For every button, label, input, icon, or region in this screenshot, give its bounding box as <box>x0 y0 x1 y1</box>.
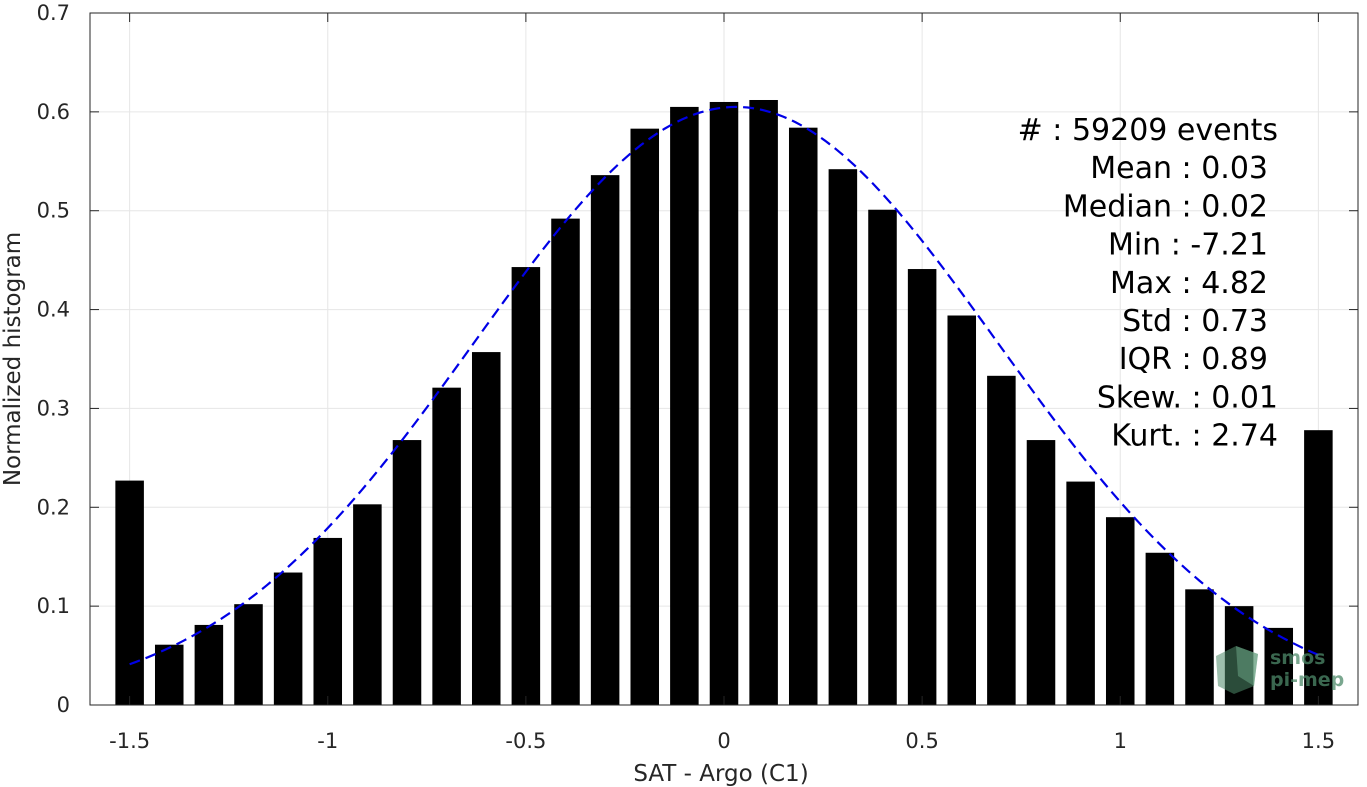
smos-pimep-logo: smos pi-mep <box>1216 646 1344 694</box>
y-tick-label-1: 0.1 <box>37 594 70 618</box>
x-axis-label: SAT - Argo (C1) <box>633 761 808 787</box>
stat-line-3: Min : -7.21 <box>1108 228 1268 263</box>
histogram-bar-21 <box>947 315 977 705</box>
logo-text-bottom: pi-mep <box>1270 669 1344 691</box>
y-tick-label-7: 0.7 <box>37 1 70 25</box>
histogram-bar-23 <box>1026 440 1056 705</box>
histogram-bar-27 <box>1185 589 1214 705</box>
y-tick-labels: 0 0.1 0.2 0.3 0.4 0.5 0.6 0.7 <box>37 1 70 717</box>
y-tick-label-0: 0 <box>57 693 70 717</box>
histogram-bar-5 <box>313 537 343 705</box>
stat-line-2: Median : 0.02 <box>1063 189 1268 224</box>
stat-line-4: Max : 4.82 <box>1110 266 1268 301</box>
histogram-bar-18 <box>828 169 858 706</box>
histogram-bar-25 <box>1105 517 1135 705</box>
histogram-bar-2 <box>194 624 224 705</box>
stat-line-5: Std : 0.73 <box>1122 304 1268 339</box>
y-tick-label-3: 0.3 <box>37 396 70 420</box>
histogram-bar-11 <box>551 218 580 705</box>
axis-ticks <box>90 12 1358 706</box>
stat-line-0: # : 59209 events <box>1018 113 1278 148</box>
stat-line-8: Kurt. : 2.74 <box>1111 419 1278 454</box>
y-tick-label-5: 0.5 <box>37 199 70 223</box>
histogram-bar-7 <box>392 440 422 705</box>
histogram-bar-17 <box>788 127 818 705</box>
histogram-bars <box>115 99 1333 706</box>
histogram-bar-29 <box>1264 627 1294 705</box>
logo-text-top: smos <box>1270 647 1325 669</box>
histogram-bar-22 <box>987 375 1016 705</box>
histogram-bar-15 <box>709 101 739 705</box>
stat-line-6: IQR : 0.89 <box>1119 342 1268 377</box>
y-tick-label-6: 0.6 <box>37 100 70 124</box>
x-tick-label-1: -1 <box>317 729 338 753</box>
y-tick-label-2: 0.2 <box>37 495 70 519</box>
y-axis-label: Normalized histogram <box>0 232 26 486</box>
histogram-bar-3 <box>234 604 263 705</box>
histogram-bar-24 <box>1066 481 1095 705</box>
stat-line-1: Mean : 0.03 <box>1090 151 1268 186</box>
histogram-bar-14 <box>670 106 699 705</box>
x-tick-label-5: 1 <box>1114 729 1127 753</box>
histogram-bar-19 <box>868 209 897 705</box>
histogram-bar-4 <box>273 572 303 705</box>
x-tick-label-0: -1.5 <box>109 729 150 753</box>
histogram-bar-26 <box>1145 552 1175 705</box>
x-tick-label-6: 1.5 <box>1302 729 1335 753</box>
x-tick-labels: -1.5 -1 -0.5 0 0.5 1 1.5 <box>109 729 1335 753</box>
histogram-bar-20 <box>907 269 937 705</box>
histogram-bar-0 <box>115 480 144 705</box>
logo-mark-facet-icon <box>1236 646 1258 686</box>
histogram-bar-12 <box>590 175 620 705</box>
histogram-bar-8 <box>432 387 461 705</box>
histogram-bar-1 <box>154 644 184 705</box>
x-tick-label-2: -0.5 <box>505 729 546 753</box>
stat-line-7: Skew. : 0.01 <box>1097 380 1278 415</box>
histogram-bar-10 <box>511 267 541 705</box>
histogram-bar-6 <box>353 504 382 705</box>
histogram-bar-13 <box>630 128 660 706</box>
histogram-bar-30 <box>1304 430 1333 705</box>
gaussian-fit-curve <box>129 105 1319 666</box>
histogram-bar-9 <box>471 352 501 705</box>
histogram-bar-16 <box>749 99 778 706</box>
x-tick-label-3: 0 <box>717 729 730 753</box>
y-tick-label-4: 0.4 <box>37 298 70 322</box>
x-tick-label-4: 0.5 <box>905 729 938 753</box>
